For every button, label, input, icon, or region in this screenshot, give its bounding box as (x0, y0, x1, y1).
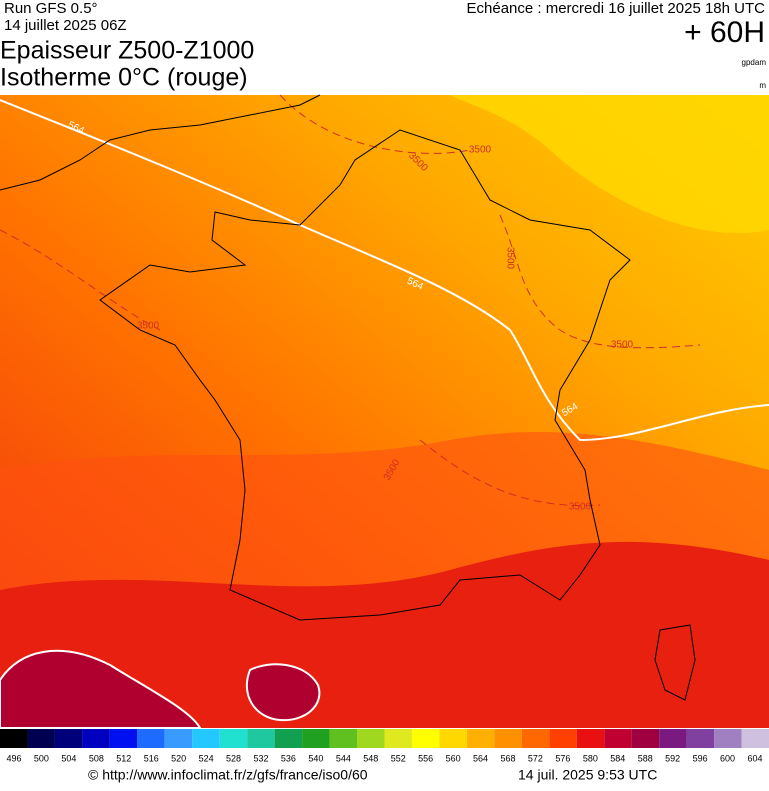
run-label: Run GFS 0.5° (4, 0, 98, 17)
colorbar-swatch (576, 729, 605, 748)
colorbar-swatch (411, 729, 440, 748)
colorbar-label: 544 (336, 753, 351, 763)
field-band (0, 649, 202, 729)
unit-height: m (759, 81, 766, 90)
colorbar-swatch (384, 729, 412, 748)
coastline-france (99, 129, 631, 621)
coastline-corsica (654, 624, 696, 701)
contour-label: 3500 (504, 247, 515, 270)
contour-label: 3500 (469, 145, 492, 156)
colorbar-swatch (521, 729, 550, 748)
field-band (450, 95, 769, 234)
colorbar-swatch (137, 729, 165, 748)
colorbar-swatch (329, 729, 358, 748)
colorbar-swatch (631, 729, 660, 748)
colorbar-label: 592 (665, 753, 680, 763)
colorbar-label: 516 (144, 753, 159, 763)
footer-url: © http://www.infoclimat.fr/z/gfs/france/… (88, 767, 368, 783)
colorbar-label: 600 (720, 753, 735, 763)
colorbar-label: 540 (308, 753, 323, 763)
contour-564 (0, 99, 769, 442)
colorbar-swatch (27, 729, 55, 748)
colorbar-swatch (54, 729, 83, 748)
colorbar-label: 572 (528, 753, 543, 763)
coastline-england (0, 94, 321, 191)
colorbar-swatch (686, 729, 715, 748)
contour-label: 3500 (569, 502, 592, 513)
colorbar-label: 596 (693, 753, 708, 763)
colorbar-label: 500 (34, 753, 49, 763)
colorbar-swatch (109, 729, 138, 748)
colorbar-label: 508 (89, 753, 104, 763)
field-band (0, 541, 769, 728)
colorbar-label: 564 (473, 753, 488, 763)
colorbar-swatch (659, 729, 687, 748)
colorbar-swatch (466, 729, 495, 748)
colorbar-label: 532 (253, 753, 268, 763)
valid-time: Echéance : mercredi 16 juillet 2025 18h … (467, 0, 766, 17)
colorbar-swatch (192, 729, 220, 748)
colorbar-label: 504 (61, 753, 76, 763)
colorbar-label: 560 (446, 753, 461, 763)
colorbar-label: 588 (638, 753, 653, 763)
lead-time: + 60H (684, 16, 765, 49)
contour-label: 3500 (137, 321, 160, 332)
colorbar-swatch (494, 729, 522, 748)
colorbar-swatch (439, 729, 467, 748)
colorbar-swatch (714, 729, 742, 748)
colorbar-label: 604 (747, 753, 762, 763)
footer-timestamp: 14 juil. 2025 9:53 UTC (518, 767, 657, 783)
colorbar-swatch (219, 729, 248, 748)
colorbar-swatch (604, 729, 632, 748)
unit-thickness: gpdam (742, 58, 767, 67)
colorbar-label: 512 (116, 753, 131, 763)
colorbar: 496 500 504 508 512 516 520 524 528 532 536 540 544 5… (0, 729, 769, 763)
run-date: 14 juillet 2025 06Z (4, 17, 127, 34)
colorbar-label: 556 (418, 753, 433, 763)
field-band (245, 663, 321, 722)
colorbar-label: 584 (610, 753, 625, 763)
colorbar-label: 548 (363, 753, 378, 763)
colorbar-label: 496 (6, 753, 21, 763)
colorbar-label: 568 (500, 753, 515, 763)
colorbar-label: 520 (171, 753, 186, 763)
colorbar-swatch (82, 729, 110, 748)
colorbar-swatch (302, 729, 330, 748)
contour-label: 3500 (611, 340, 634, 351)
colorbar-label: 528 (226, 753, 241, 763)
colorbar-swatch (0, 729, 28, 748)
colorbar-swatch (274, 729, 303, 748)
colorbar-swatch (741, 729, 769, 748)
colorbar-swatch (164, 729, 193, 748)
colorbar-swatch (357, 729, 385, 748)
colorbar-swatch (549, 729, 577, 748)
title-line2: Isotherme 0°C (rouge) (0, 64, 248, 92)
colorbar-label: 536 (281, 753, 296, 763)
title-line1: Epaisseur Z500-Z1000 (0, 37, 254, 65)
colorbar-label: 552 (391, 753, 406, 763)
colorbar-label: 576 (555, 753, 570, 763)
colorbar-swatch (247, 729, 275, 748)
colorbar-label: 580 (583, 753, 598, 763)
colorbar-label: 524 (199, 753, 214, 763)
